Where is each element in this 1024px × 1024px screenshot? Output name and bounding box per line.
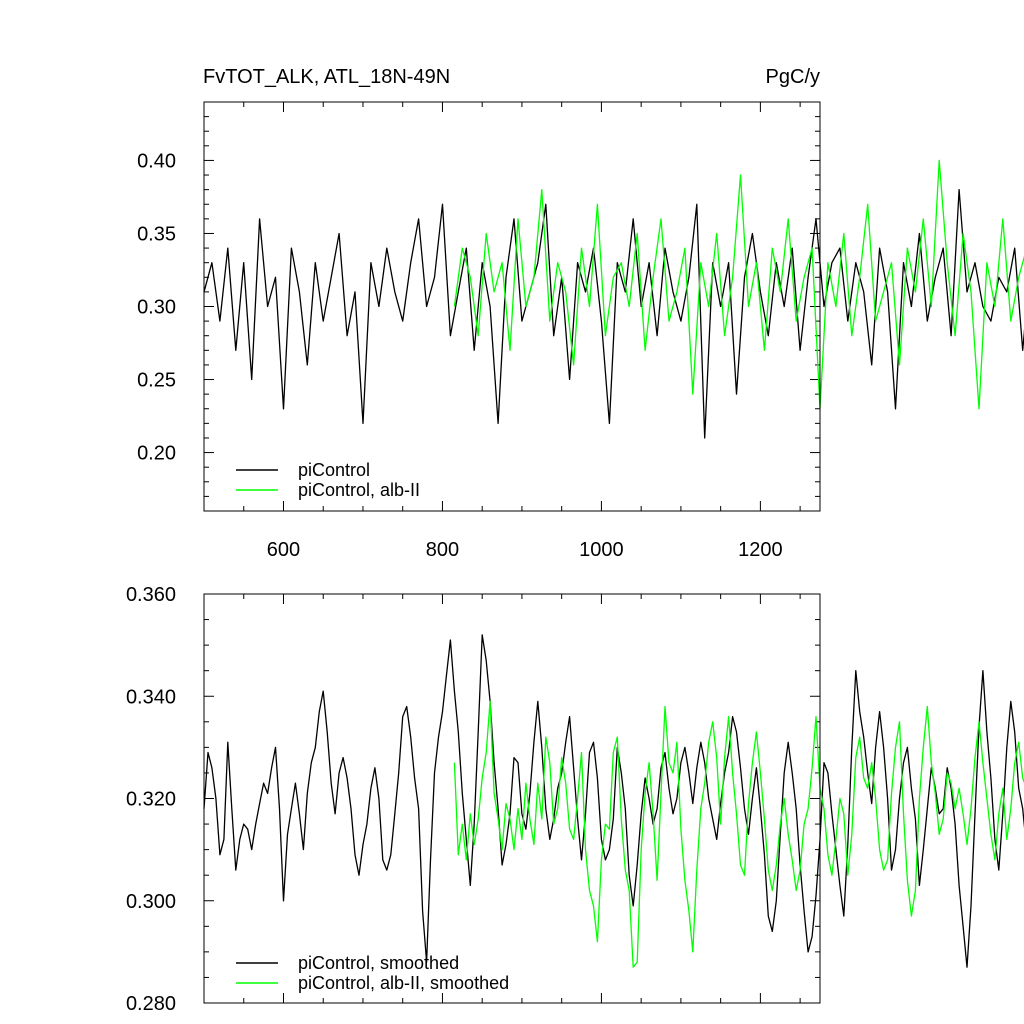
bottom-panel: 0.280 0.300 0.320 0.340 0.360 piControl, smo… xyxy=(126,584,1024,1015)
legend-label-alb-ii: piControl, alb-II xyxy=(298,480,420,500)
bottom-tick-group: 0.280 0.300 0.320 0.340 0.360 xyxy=(126,584,820,1015)
bottom-y-tick-label: 0.320 xyxy=(126,789,176,811)
top-y-tick-label: 0.35 xyxy=(137,223,176,245)
top-y-tick-label: 0.20 xyxy=(137,443,176,465)
bottom-series-group xyxy=(203,634,1024,968)
top-x-tick-label: 600 xyxy=(267,539,300,561)
top-x-tick-label: 1000 xyxy=(579,539,624,561)
top-panel-title: FvTOT_ALK, ATL_18N-49N xyxy=(203,66,450,88)
top-series-line-1 xyxy=(453,159,1024,410)
bottom-series-line-1 xyxy=(453,700,1024,968)
bottom-plot-frame xyxy=(203,593,821,1004)
top-panel: FvTOT_ALK, ATL_18N-49N PgC/y 600 800 1000 1… xyxy=(137,66,1024,561)
bottom-legend: piControl, smoothed piControl, alb-II, s… xyxy=(236,953,509,993)
top-y-tick-label: 0.30 xyxy=(137,297,176,319)
top-tick-group: 600 800 1000 1200 0.20 0.25 0.30 0.35 0.40 xyxy=(137,101,820,561)
top-y-tick-label: 0.25 xyxy=(137,370,176,392)
top-x-tick-label: 800 xyxy=(426,539,459,561)
top-x-tick-label: 1200 xyxy=(738,539,783,561)
bottom-y-tick-label: 0.360 xyxy=(126,584,176,606)
top-y-tick-label: 0.40 xyxy=(137,150,176,172)
top-series-line-0 xyxy=(203,188,1024,439)
top-panel-units: PgC/y xyxy=(766,66,820,88)
bottom-y-tick-label: 0.280 xyxy=(126,993,176,1015)
top-plot-frame xyxy=(203,101,821,512)
bottom-series-line-0 xyxy=(203,634,1024,968)
bottom-y-tick-label: 0.340 xyxy=(126,686,176,708)
top-series-group xyxy=(203,159,1024,439)
legend-label-alb-ii-smoothed: piControl, alb-II, smoothed xyxy=(298,973,509,993)
top-legend: piControl piControl, alb-II xyxy=(236,460,420,500)
bottom-y-tick-label: 0.300 xyxy=(126,891,176,913)
legend-label-picontrol-smoothed: piControl, smoothed xyxy=(298,953,459,973)
legend-label-picontrol: piControl xyxy=(298,460,370,480)
